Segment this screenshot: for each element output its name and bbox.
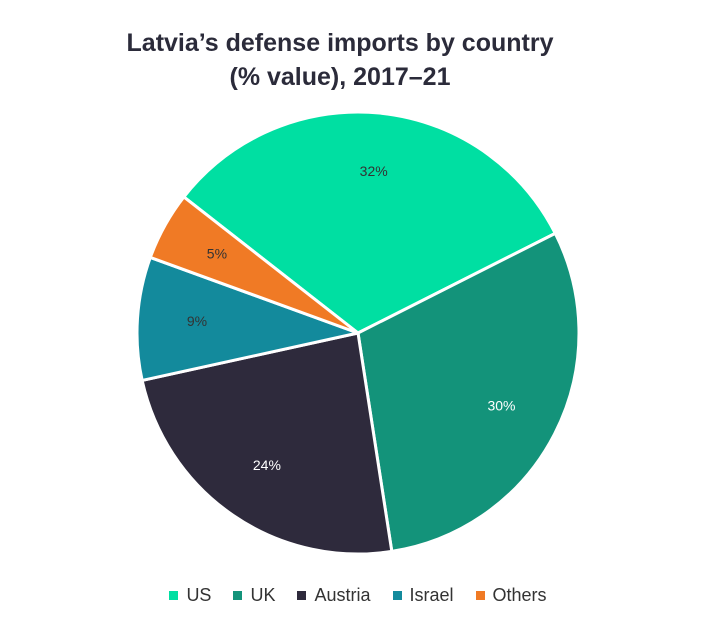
pie-slice-us	[182, 110, 557, 335]
legend-item-us: US	[169, 585, 211, 606]
legend-label-israel: Israel	[409, 585, 454, 605]
legend-swatch-israel	[392, 591, 402, 600]
data-label-uk: 30%	[487, 397, 515, 413]
legend-swatch-austria	[297, 591, 307, 600]
legend-swatch-us	[169, 591, 179, 600]
data-label-others: 5%	[207, 246, 227, 262]
data-label-israel: 9%	[187, 313, 207, 329]
pie-slice-austria	[140, 331, 394, 556]
data-label-austria: 24%	[253, 457, 281, 473]
pie-slice-others	[148, 195, 360, 335]
chart-title: Latvia’s defense imports by country (% v…	[0, 26, 680, 94]
legend-label-uk: UK	[250, 585, 276, 605]
legend-item-israel: Israel	[392, 585, 454, 606]
legend-label-us: US	[186, 585, 212, 605]
chart-title-line-2: (% value), 2017–21	[229, 63, 451, 91]
legend-item-austria: Austria	[297, 585, 371, 606]
legend-item-others: Others	[475, 585, 547, 606]
pie-slice-uk	[356, 231, 581, 553]
data-label-us: 32%	[360, 163, 388, 179]
legend-label-austria: Austria	[314, 585, 371, 605]
legend-label-others: Others	[492, 585, 547, 605]
chart-legend: US UK Austria Israel Others	[0, 585, 716, 606]
legend-swatch-uk	[233, 591, 243, 600]
chart-title-line-1: Latvia’s defense imports by country	[126, 29, 554, 57]
pie-slice-israel	[135, 255, 360, 382]
legend-swatch-others	[475, 591, 485, 600]
legend-item-uk: UK	[233, 585, 275, 606]
